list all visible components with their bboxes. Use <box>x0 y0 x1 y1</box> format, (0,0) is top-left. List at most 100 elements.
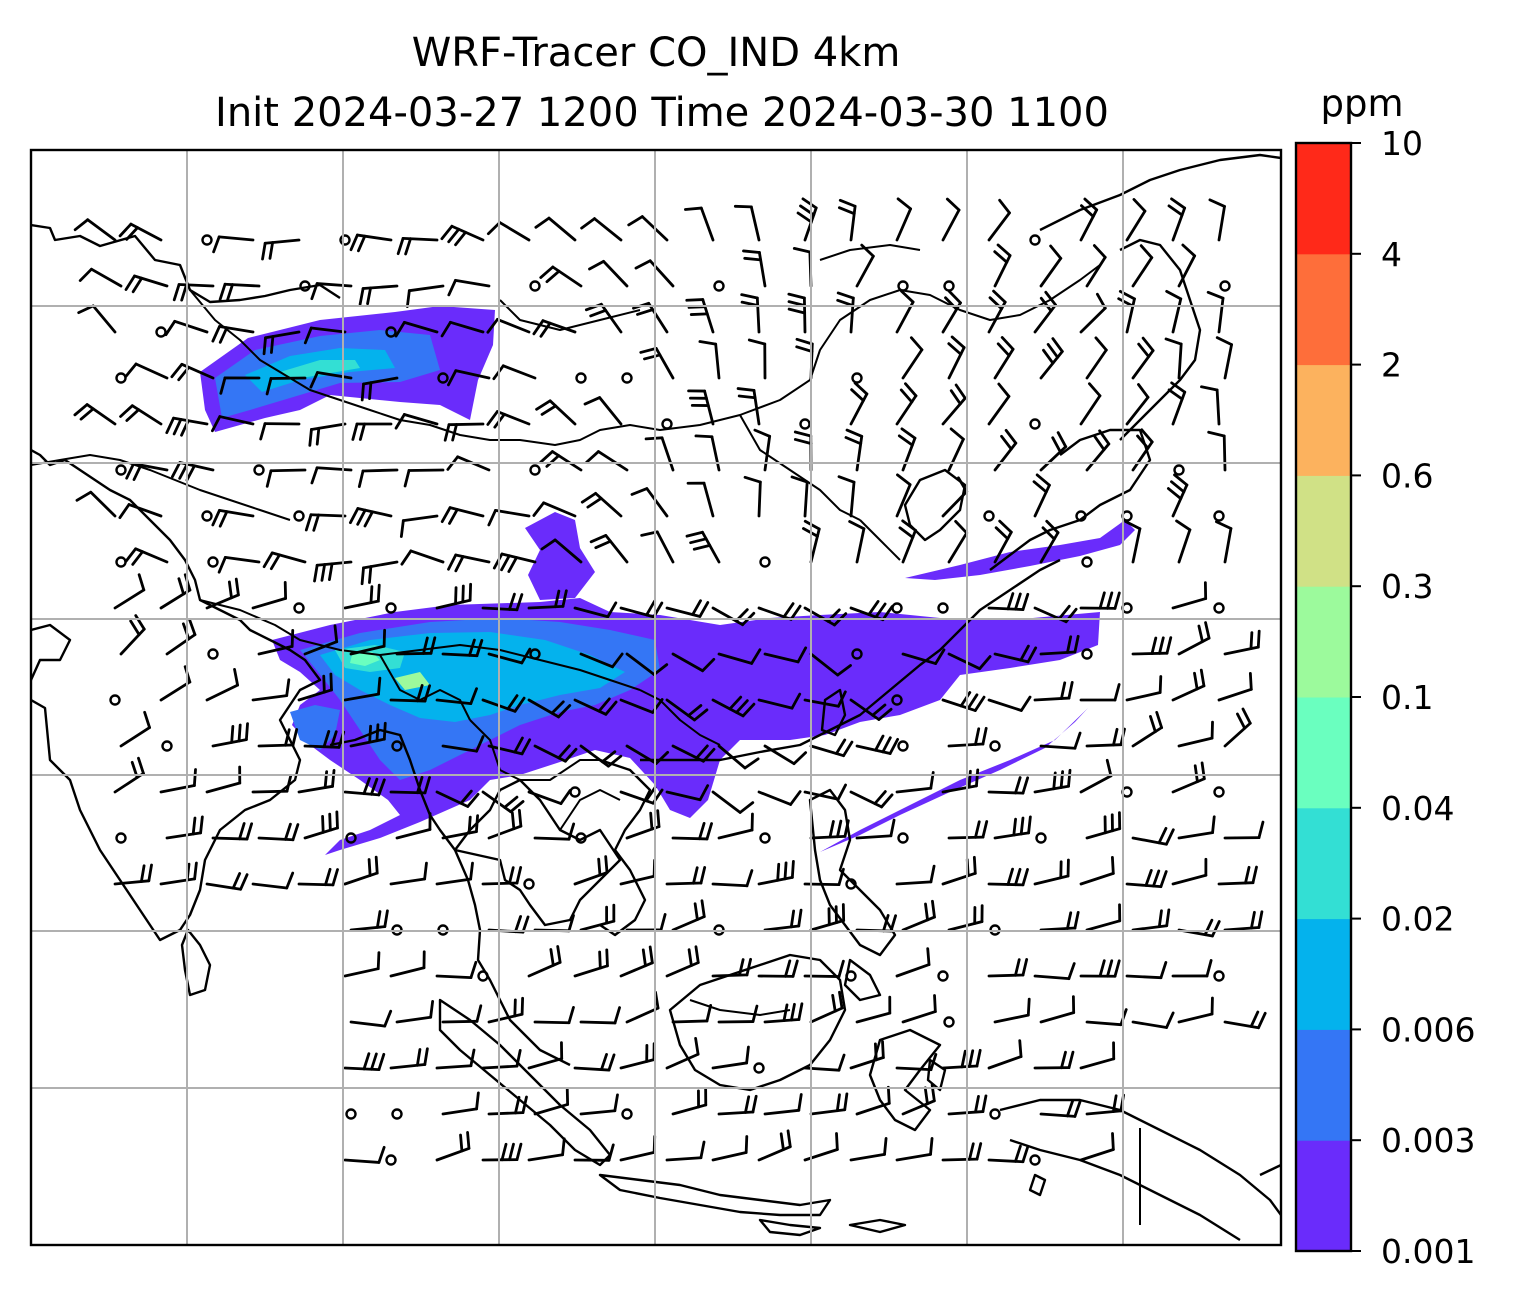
wind-barb-staff <box>947 652 982 671</box>
wind-barb-feather <box>451 423 458 442</box>
wind-barb-staff <box>665 606 702 618</box>
calm-wind-marker <box>621 372 633 384</box>
calm-wind-marker <box>523 878 535 890</box>
wind-barb-feather <box>1159 870 1168 889</box>
wind-barb-staff <box>159 877 197 886</box>
wind-barb-feather <box>842 740 854 758</box>
wind-barb-feather <box>1066 911 1073 930</box>
wind-barb-feather <box>348 507 360 525</box>
wind-barb-feather <box>1021 868 1029 887</box>
wind-barb-feather <box>1006 592 1015 611</box>
wind-barb-feather <box>226 283 234 302</box>
wind-barb-staff <box>349 737 386 748</box>
wind-barb-feather <box>469 960 478 980</box>
wind-barb-staff <box>593 217 623 242</box>
wind-barb-feather <box>559 789 572 805</box>
wind-barb-feather <box>933 994 937 1013</box>
wind-barb-staff <box>356 507 393 518</box>
calm-wind-marker <box>1035 832 1047 844</box>
calm-wind-marker <box>345 1108 357 1120</box>
wind-barb-feather <box>867 600 880 616</box>
wind-barb-staff <box>297 882 335 887</box>
wind-barb-feather <box>751 1004 759 1023</box>
wind-barb-staff <box>257 836 295 842</box>
wind-barb-feather <box>118 222 133 238</box>
wind-barb-feather <box>745 1045 750 1065</box>
calm-wind-marker <box>1075 510 1087 522</box>
wind-barb-feather <box>383 909 389 929</box>
wind-barb-feather <box>700 899 706 919</box>
wind-barb-feather <box>1250 910 1256 930</box>
wind-barb-feather <box>468 638 476 657</box>
wind-barb-feather <box>1249 631 1254 650</box>
wind-barb-staff <box>619 874 656 886</box>
wind-barb-staff <box>449 320 485 334</box>
wind-barb-feather <box>838 990 844 1010</box>
wind-barb-feather <box>741 702 756 718</box>
wind-barb-feather <box>835 1132 839 1151</box>
wind-barb-staff <box>251 596 288 610</box>
wind-barb-feather <box>694 434 714 439</box>
wind-barb-feather <box>468 582 473 602</box>
wind-barb-feather <box>845 428 864 438</box>
calm-wind-marker <box>759 832 771 844</box>
wind-barb-staff <box>993 441 1018 472</box>
wind-barb-staff <box>86 218 117 242</box>
wind-barb-staff <box>1223 343 1233 380</box>
wind-barb-staff <box>134 547 169 564</box>
wind-barb-staff <box>533 1020 571 1025</box>
wind-barb-staff <box>855 1101 891 1116</box>
wind-barb-staff <box>119 726 151 748</box>
wind-barb-staff <box>1079 394 1102 426</box>
calm-wind-marker <box>385 1154 397 1166</box>
wind-barb-feather <box>1165 289 1183 301</box>
wind-barb-staff <box>547 216 577 242</box>
wind-barb-feather <box>1175 519 1192 532</box>
wind-barb-staff <box>1217 687 1253 702</box>
wind-barb-feather <box>370 777 379 796</box>
calm-wind-marker <box>937 602 949 614</box>
wind-barb-feather <box>900 289 915 304</box>
wind-barb-staff <box>755 296 761 334</box>
wind-barb-feather <box>230 725 235 744</box>
wind-barb-feather <box>513 696 526 713</box>
wind-barb-feather <box>211 508 221 527</box>
wind-barb-feather <box>1019 695 1032 712</box>
wind-barb-staff <box>401 514 439 523</box>
wind-barb-feather <box>285 774 293 793</box>
wind-barb-staff <box>1171 684 1206 702</box>
wind-barb-staff <box>447 422 485 427</box>
calm-wind-marker <box>891 694 903 706</box>
wind-barb-feather <box>701 657 716 673</box>
wind-barb-feather <box>239 873 249 891</box>
wind-barb-feather <box>554 589 561 609</box>
wind-barb-feather <box>1060 681 1067 700</box>
wind-barb-feather <box>358 422 366 441</box>
wind-barb-feather <box>124 362 138 378</box>
wind-barb-staff <box>487 824 523 840</box>
wind-barb-feather <box>1083 197 1099 212</box>
wind-barb-staff <box>1085 919 1122 932</box>
wind-barb-feather <box>1215 336 1233 347</box>
wind-barb-feather <box>1073 634 1080 654</box>
wind-barb-feather <box>873 790 887 806</box>
wind-barb-feather <box>896 197 912 211</box>
wind-barb-feather <box>692 866 699 885</box>
wind-barb-staff <box>660 436 675 472</box>
wind-barb-staff <box>993 652 1030 664</box>
wind-barb-feather <box>787 292 806 300</box>
wind-barb-feather <box>880 793 894 809</box>
wind-barb-staff <box>619 790 655 805</box>
wind-barb-feather <box>1014 1144 1022 1163</box>
wind-barb-feather <box>1136 434 1150 450</box>
wind-barb-staff <box>714 342 721 380</box>
wind-barb-feather <box>835 738 847 755</box>
title-line-2: Init 2024-03-27 1200 Time 2024-03-30 110… <box>215 90 1109 136</box>
wind-barb-feather <box>728 695 743 711</box>
wind-barb-feather <box>185 464 196 482</box>
wind-barb-feather <box>744 1095 751 1114</box>
wind-barb-feather <box>1112 727 1119 747</box>
wind-barb-feather <box>394 413 406 430</box>
wind-barb-feather <box>131 550 144 566</box>
wind-barb-feather <box>1098 429 1111 446</box>
